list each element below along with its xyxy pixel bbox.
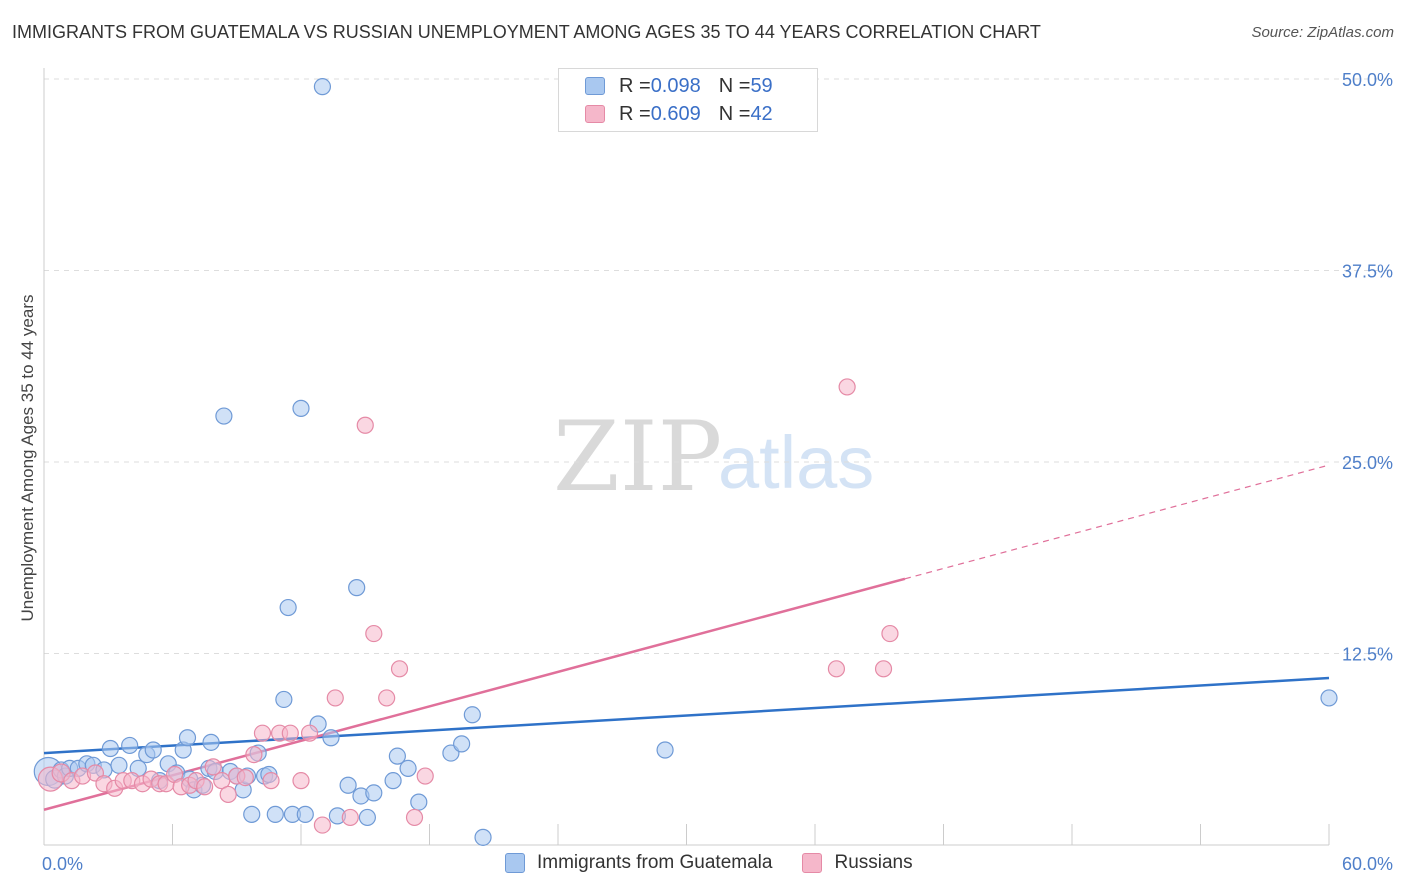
pink-point [416, 767, 434, 785]
legend-row-russians: R = 0.609 N = 42 [585, 101, 773, 127]
legend-r-value: 0.609 [650, 102, 701, 125]
legend-swatch-blue [505, 853, 525, 873]
pink-point [313, 816, 332, 834]
pink-point [253, 724, 272, 742]
pink-point [365, 624, 383, 643]
chart-title: IMMIGRANTS FROM GUATEMALA VS RUSSIAN UNE… [12, 22, 1041, 42]
pink-trend-extension [904, 464, 1330, 580]
legend-n-value: 42 [750, 102, 773, 125]
blue-point [101, 739, 119, 758]
y-axis-label: Unemployment Among Ages 35 to 44 years [18, 295, 37, 622]
legend-r-label: R = [619, 102, 651, 125]
blue-point [275, 690, 293, 709]
legend-swatch-pink [802, 853, 823, 873]
blue-point [266, 805, 284, 823]
pink-point [236, 768, 254, 787]
blue-point [1320, 689, 1338, 707]
pink-point [341, 808, 359, 827]
source-credit: Source: ZipAtlas.com [1251, 24, 1394, 41]
blue-point [144, 741, 162, 759]
pink-point [838, 378, 856, 396]
pink-point [204, 758, 222, 776]
legend-label-guatemala: Immigrants from Guatemala [537, 852, 773, 873]
pink-point [874, 660, 893, 678]
blue-point [110, 756, 128, 774]
pink-point [262, 772, 280, 790]
pink-point [881, 624, 899, 643]
pink-point [292, 772, 310, 790]
blue-point [202, 733, 220, 751]
y-tick-label: 50.0% [1342, 70, 1393, 90]
blue-point [656, 741, 674, 759]
data-points [33, 78, 1338, 846]
x-tick-label: 0.0% [42, 854, 83, 874]
blue-point [322, 729, 340, 747]
blue-point [121, 736, 139, 755]
pink-point [356, 416, 374, 434]
blue-point [453, 735, 471, 753]
pink-point [827, 660, 846, 678]
axes [43, 68, 1330, 846]
trend-lines [43, 464, 1330, 811]
x-tick-label: 60.0% [1342, 854, 1393, 874]
pink-point [196, 778, 214, 796]
legend-r-label: R = [619, 74, 651, 97]
blue-point [296, 805, 314, 823]
pink-point [326, 689, 344, 707]
blue-point [410, 793, 428, 811]
gridlines [44, 78, 1392, 654]
blue-point [178, 729, 197, 747]
pink-point [390, 660, 409, 678]
legend-r-value: 0.098 [650, 74, 701, 97]
blue-point [313, 78, 332, 96]
blue-point [279, 598, 297, 617]
legend-swatch-blue [585, 77, 605, 95]
blue-point [243, 805, 261, 823]
pink-point [245, 746, 263, 764]
y-tick-label: 25.0% [1342, 453, 1393, 473]
watermark-zip: ZIP [553, 401, 722, 513]
y-tick-label: 37.5% [1342, 262, 1393, 282]
y-tick-label: 12.5% [1342, 645, 1393, 665]
blue-point [399, 759, 417, 778]
blue-point [215, 407, 233, 425]
pink-point [281, 724, 299, 742]
tick-labels: 12.5% 25.0% 37.5% 50.0% 0.0% 60.0% [42, 70, 1393, 874]
blue-point [358, 808, 376, 827]
legend-swatch-pink [585, 105, 605, 123]
blue-trend-line [43, 676, 1330, 755]
legend-n-label: N = [718, 74, 751, 97]
legend-n-value: 59 [750, 74, 773, 97]
blue-point [463, 706, 481, 724]
legend-row-guatemala: R = 0.098 N = 59 [585, 73, 773, 99]
blue-point [474, 828, 492, 846]
pink-point [378, 689, 396, 707]
legend-item-russians: Russians [802, 852, 913, 874]
legend-label-russians: Russians [834, 852, 913, 873]
pink-point [300, 724, 319, 742]
blue-point [339, 776, 357, 794]
legend-item-guatemala: Immigrants from Guatemala [505, 852, 772, 874]
pink-point [219, 785, 237, 804]
blue-point [348, 579, 366, 597]
blue-point [292, 399, 310, 417]
stats-legend: R = 0.098 N = 59 R = 0.609 N = 42 [558, 68, 818, 132]
blue-point [384, 772, 402, 790]
blue-point [365, 784, 383, 802]
series-legend: Immigrants from Guatemala Russians [505, 852, 943, 874]
legend-n-label: N = [718, 102, 751, 125]
blue-point [388, 747, 406, 765]
pink-point [405, 808, 424, 827]
